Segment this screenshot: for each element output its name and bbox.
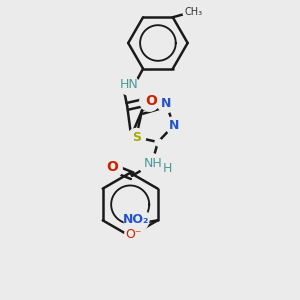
Text: NO₂: NO₂ (123, 213, 149, 226)
Text: S: S (132, 130, 141, 144)
Text: CH₃: CH₃ (184, 7, 203, 17)
Text: NH: NH (144, 158, 162, 170)
Text: O: O (106, 160, 118, 174)
Text: N: N (169, 119, 179, 132)
Text: O⁻: O⁻ (126, 228, 142, 241)
Text: O: O (145, 94, 157, 108)
Text: HN: HN (120, 78, 139, 91)
Text: N: N (161, 97, 171, 110)
Text: H: H (163, 162, 172, 175)
